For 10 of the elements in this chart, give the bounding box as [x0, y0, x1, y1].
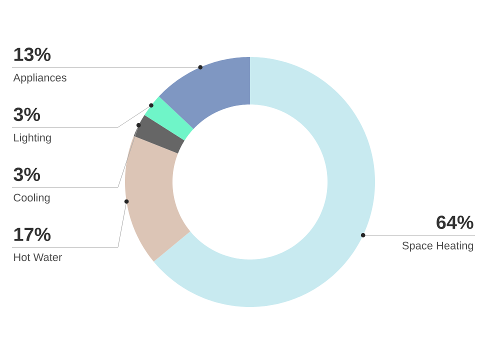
data-label: 3%	[14, 108, 40, 122]
data-label: 64%	[436, 216, 474, 230]
data-label: 13%	[14, 48, 51, 62]
data-label: 17%	[14, 228, 51, 242]
slice-label: Hot Water	[14, 253, 62, 262]
slice-label: Cooling	[14, 193, 50, 204]
slice-label: Space Heating	[402, 241, 474, 252]
data-label: 3%	[14, 168, 40, 182]
slice-label: Lighting	[14, 133, 51, 144]
slice-label: Appliances	[13, 73, 66, 84]
